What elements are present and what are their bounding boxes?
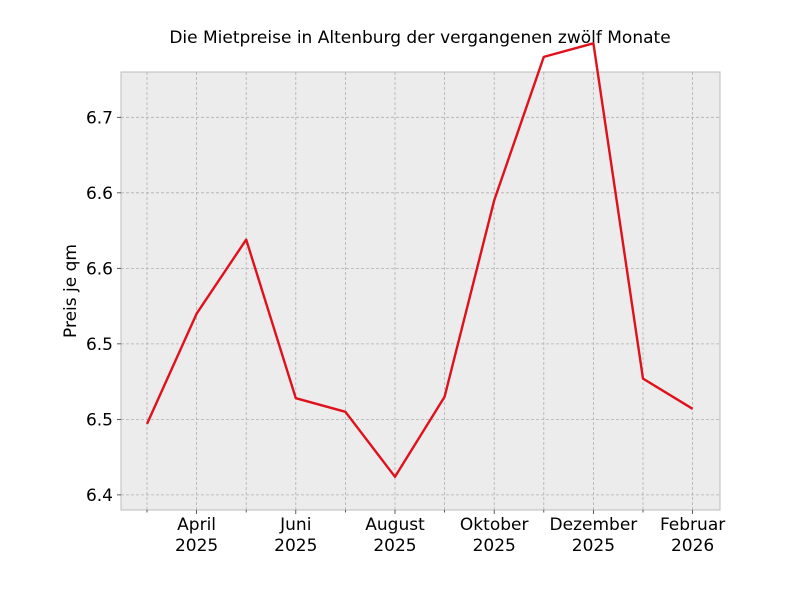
- x-tick-label-year: 2025: [572, 536, 615, 556]
- y-tick-label: 6.5: [86, 410, 113, 430]
- y-tick-label: 6.6: [86, 184, 113, 204]
- y-axis-label: Preis je qm: [61, 244, 81, 338]
- y-tick-label: 6.4: [86, 486, 113, 506]
- series-layer: [145, 42, 694, 478]
- x-tick-label-month: August: [365, 515, 425, 535]
- x-tick-label-year: 2025: [373, 536, 416, 556]
- axis-ticks: 6.46.56.56.66.66.7April2025Juni2025Augus…: [86, 108, 725, 556]
- series-line: [145, 42, 694, 478]
- x-tick-label-year: 2025: [473, 536, 516, 556]
- y-tick-label: 6.6: [86, 259, 113, 279]
- x-tick-label-year: 2025: [175, 536, 218, 556]
- x-tick-label-year: 2025: [274, 536, 317, 556]
- x-tick-label-month: Dezember: [550, 515, 638, 535]
- grid: [121, 72, 720, 510]
- y-tick-label: 6.5: [86, 335, 113, 355]
- x-tick-label-month: Februar: [660, 515, 725, 535]
- x-tick-label-month: April: [177, 515, 216, 535]
- x-tick-label-month: Juni: [279, 515, 311, 535]
- chart-title: Die Mietpreise in Altenburg der vergange…: [169, 28, 670, 48]
- x-tick-label-year: 2026: [671, 536, 714, 556]
- x-tick-label-month: Oktober: [460, 515, 529, 535]
- y-tick-label: 6.7: [86, 108, 113, 128]
